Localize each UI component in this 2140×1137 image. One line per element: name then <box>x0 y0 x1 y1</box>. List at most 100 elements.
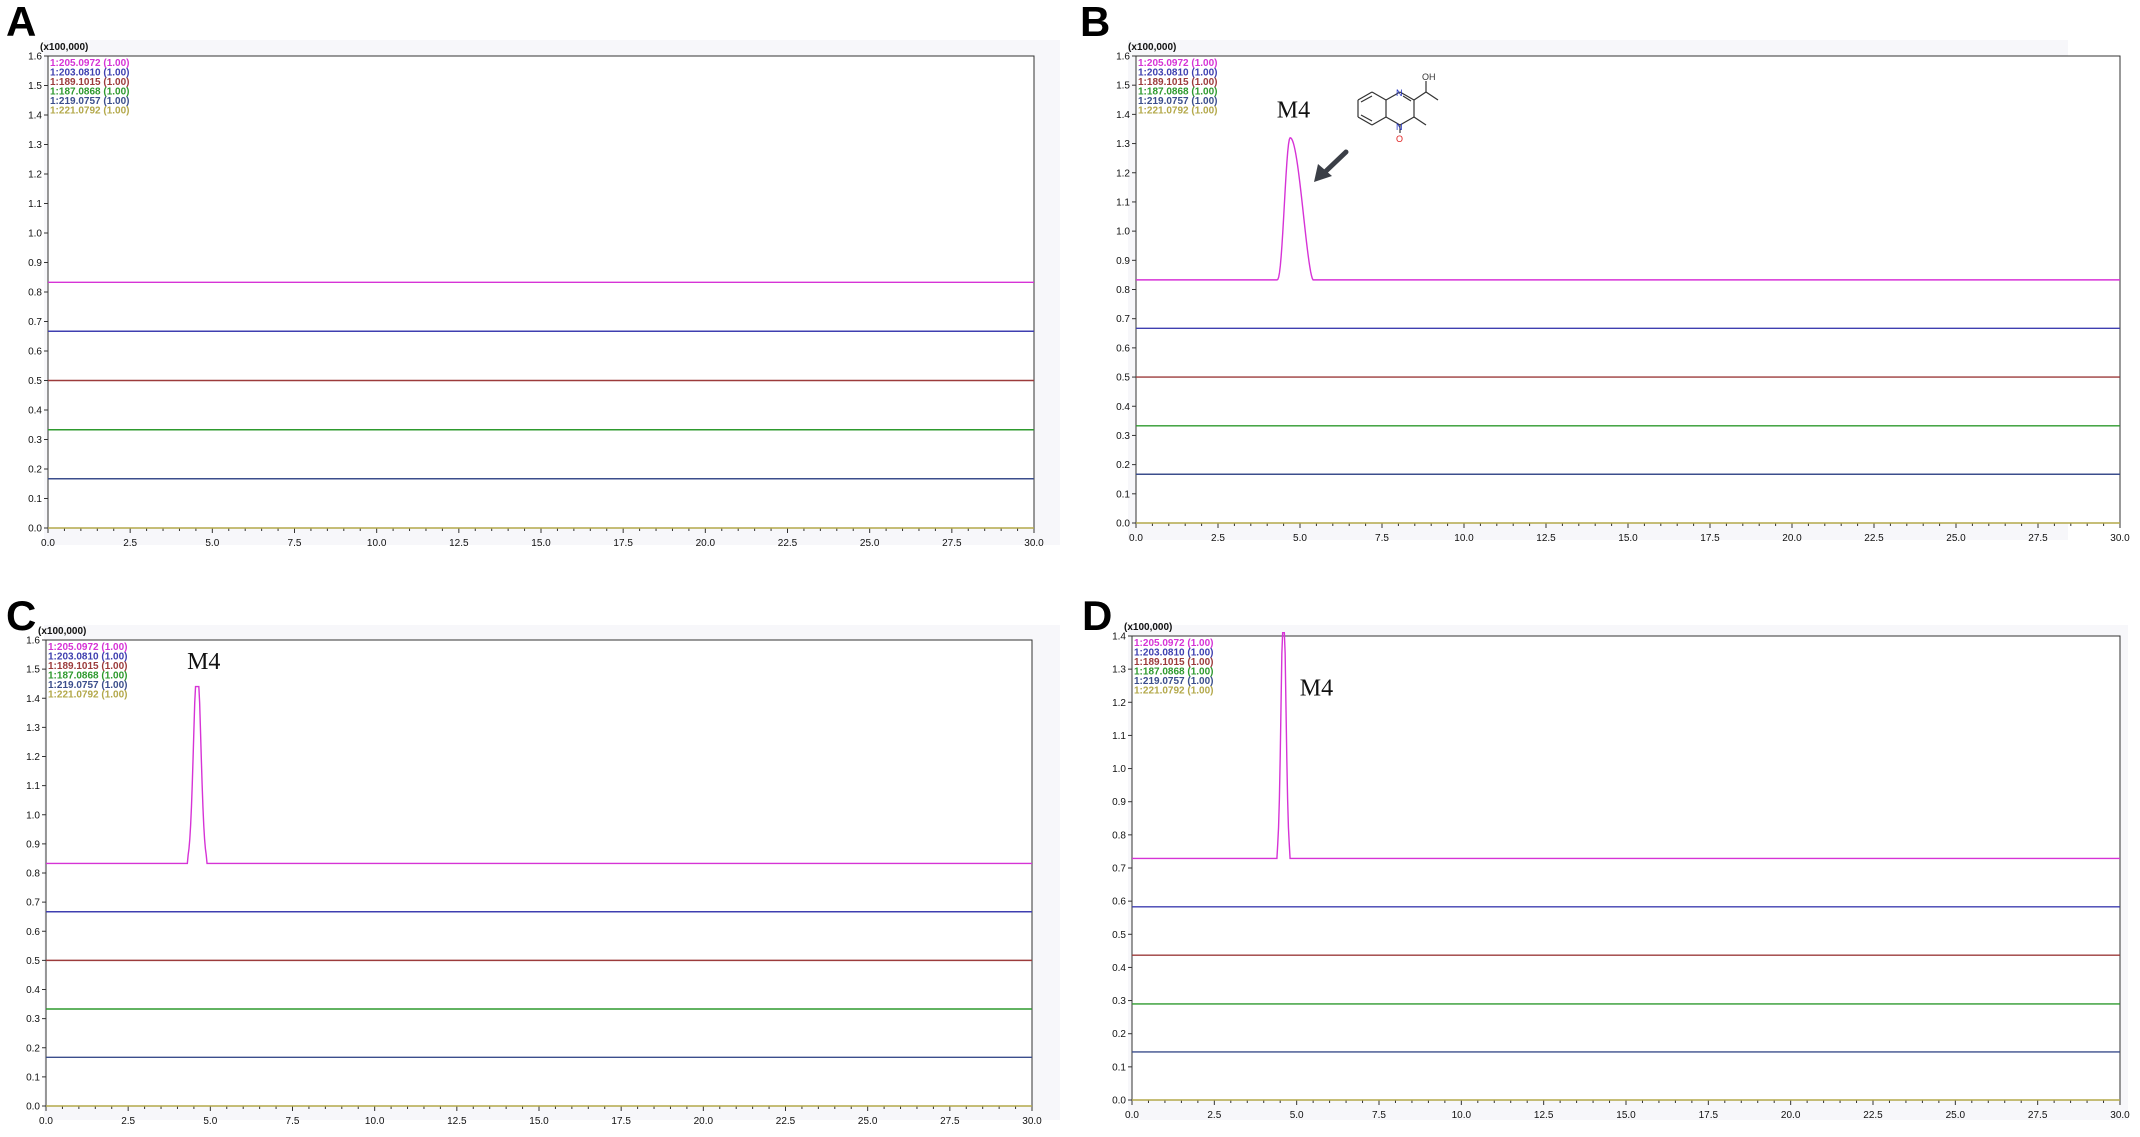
legend-entry: 1:219.0757 (1.00) <box>48 680 128 691</box>
x-tick-label: 15.0 <box>529 1116 549 1127</box>
y-tick-label: 0.0 <box>1116 519 1130 530</box>
chart-panel-c: C (x100,000) 0.0 0.1 0.2 0.3 0.4 0.5 0.6 0.7 0.8 0.… <box>6 592 1060 1127</box>
panel-letter: D <box>1082 592 1112 639</box>
x-tick-label: 17.5 <box>611 1116 631 1127</box>
y-tick-label: 1.1 <box>26 781 40 792</box>
series-line <box>1136 136 2120 281</box>
y-tick-label: 0.9 <box>28 258 42 269</box>
legend-entry: 1:203.0810 (1.00) <box>1138 68 1218 79</box>
x-tick-label: 12.5 <box>1534 1110 1554 1121</box>
panel-letter: B <box>1080 0 1110 45</box>
y-tick-label: 0.5 <box>28 376 42 387</box>
x-tick-label: 5.0 <box>205 538 219 549</box>
arrow-head <box>1314 164 1332 182</box>
y-tick-label: 0.1 <box>1116 489 1130 500</box>
x-tick-label: 22.5 <box>1863 1110 1883 1121</box>
x-tick-label: 12.5 <box>449 538 469 549</box>
x-tick-label: 7.5 <box>1372 1110 1386 1121</box>
y-tick-label: 1.0 <box>1116 227 1130 238</box>
legend-entry: 1:187.0868 (1.00) <box>50 87 130 98</box>
y-tick-label: 0.7 <box>1116 314 1130 325</box>
y-tick-label: 0.3 <box>28 435 42 446</box>
x-tick-label: 0.0 <box>39 1116 53 1127</box>
x-tick-label: 17.5 <box>1699 1110 1719 1121</box>
y-tick-label: 0.9 <box>1112 797 1126 808</box>
y-tick-label: 1.5 <box>26 665 40 676</box>
x-tick-label: 30.0 <box>2110 533 2130 544</box>
y-tick-label: 1.4 <box>1116 110 1130 121</box>
legend-entry: 1:221.0792 (1.00) <box>1138 106 1218 117</box>
x-tick-label: 27.5 <box>940 1116 960 1127</box>
x-tick-label: 0.0 <box>41 538 55 549</box>
x-tick-label: 20.0 <box>1781 1110 1801 1121</box>
x-tick-label: 27.5 <box>2028 1110 2048 1121</box>
legend-entry: 1:187.0868 (1.00) <box>1138 87 1218 98</box>
peak-annotation-m4: M4 <box>1300 676 1333 702</box>
legend-entry: 1:219.0757 (1.00) <box>1134 676 1214 687</box>
x-tick-label: 7.5 <box>1375 533 1389 544</box>
y-tick-label: 0.8 <box>1116 285 1130 296</box>
y-tick-label: 0.4 <box>26 985 40 996</box>
legend-entry: 1:221.0792 (1.00) <box>1134 686 1214 697</box>
y-tick-label: 1.3 <box>1116 139 1130 150</box>
structure-bond <box>1371 91 1387 101</box>
peak-annotation-m4: M4 <box>187 649 220 675</box>
legend-entry: 1:187.0868 (1.00) <box>48 671 128 682</box>
x-tick-label: 2.5 <box>1207 1110 1221 1121</box>
x-tick-label: 17.5 <box>613 538 633 549</box>
legend-entry: 1:203.0810 (1.00) <box>1134 648 1214 659</box>
chart-panel-d: D (x100,000) 0.0 0.1 0.2 0.3 0.4 0.5 0.6 0.7 0.8 0.… <box>1082 592 2130 1121</box>
x-tick-label: 10.0 <box>1454 533 1474 544</box>
y-tick-label: 1.2 <box>1112 698 1126 709</box>
y-tick-label: 1.5 <box>28 81 42 92</box>
y-tick-label: 0.5 <box>1116 373 1130 384</box>
y-tick-label: 1.1 <box>28 199 42 210</box>
y-tick-label: 0.8 <box>1112 830 1126 841</box>
x-tick-label: 20.0 <box>1782 533 1802 544</box>
legend-entry: 1:205.0972 (1.00) <box>50 58 130 69</box>
legend-entry: 1:203.0810 (1.00) <box>50 68 130 79</box>
y-tick-label: 0.0 <box>26 1102 40 1113</box>
structure-bond <box>1385 91 1401 101</box>
x-tick-label: 0.0 <box>1125 1110 1139 1121</box>
y-tick-label: 1.2 <box>26 752 40 763</box>
y-tick-label: 0.6 <box>28 347 42 358</box>
y-tick-label: 0.2 <box>28 465 42 476</box>
y-tick-label: 1.1 <box>1112 731 1126 742</box>
y-tick-label: 0.9 <box>1116 256 1130 267</box>
y-tick-label: 0.2 <box>1116 460 1130 471</box>
structure-bond <box>1425 91 1439 101</box>
y-tick-label: 1.3 <box>26 723 40 734</box>
x-tick-label: 5.0 <box>1293 533 1307 544</box>
y-scale-label: (x100,000) <box>1128 42 1176 53</box>
y-tick-label: 1.6 <box>28 52 42 63</box>
y-tick-label: 0.1 <box>26 1072 40 1083</box>
series-line <box>1132 631 2120 860</box>
structure-bond <box>1357 91 1373 101</box>
atom-oh: OH <box>1422 72 1436 82</box>
legend-entry: 1:221.0792 (1.00) <box>48 690 128 701</box>
y-tick-label: 1.1 <box>1116 197 1130 208</box>
y-tick-label: 0.3 <box>26 1014 40 1025</box>
legend-entry: 1:219.0757 (1.00) <box>50 96 130 107</box>
arrow-down-left-icon <box>1314 149 1349 182</box>
x-tick-label: 10.0 <box>367 538 387 549</box>
legend-entry: 1:189.1015 (1.00) <box>1134 657 1214 668</box>
x-tick-label: 2.5 <box>1211 533 1225 544</box>
legend-entry: 1:189.1015 (1.00) <box>50 77 130 88</box>
x-tick-label: 2.5 <box>121 1116 135 1127</box>
y-tick-label: 0.2 <box>1112 1029 1126 1040</box>
x-tick-label: 27.5 <box>942 538 962 549</box>
y-tick-label: 1.6 <box>1116 52 1130 63</box>
x-tick-label: 15.0 <box>531 538 551 549</box>
plot-area <box>1131 635 2121 1101</box>
legend-entry: 1:205.0972 (1.00) <box>48 642 128 653</box>
y-tick-label: 1.0 <box>26 810 40 821</box>
legend-entry: 1:203.0810 (1.00) <box>48 652 128 663</box>
y-tick-label: 1.0 <box>1112 764 1126 775</box>
y-tick-label: 1.6 <box>26 636 40 647</box>
x-tick-label: 10.0 <box>365 1116 385 1127</box>
y-tick-label: 0.2 <box>26 1043 40 1054</box>
legend-entry: 1:189.1015 (1.00) <box>1138 77 1218 88</box>
